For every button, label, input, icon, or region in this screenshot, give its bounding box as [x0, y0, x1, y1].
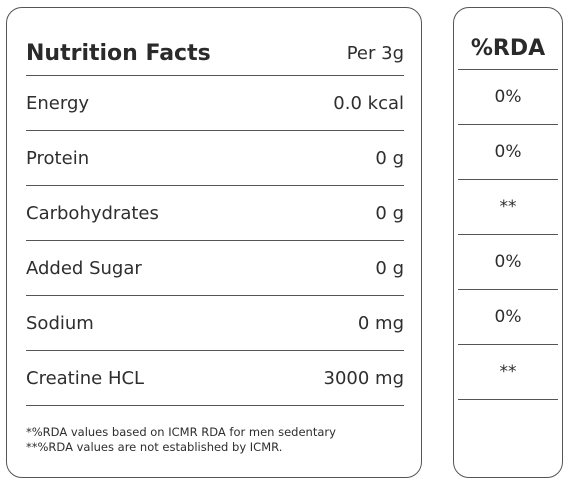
rda-title: %RDA — [458, 28, 558, 70]
rda-value-carbohydrates: ** — [458, 180, 558, 235]
nutrient-label: Carbohydrates — [26, 202, 159, 224]
nutrient-row-energy: Energy 0.0 kcal — [26, 76, 404, 131]
rda-value-creatine-hcl: ** — [458, 345, 558, 400]
nutrient-label: Protein — [26, 147, 90, 169]
nutrient-label: Energy — [26, 92, 90, 114]
nutrient-value: 0.0 kcal — [333, 92, 404, 114]
nutrient-value: 0 g — [375, 257, 404, 279]
nutrient-row-sodium: Sodium 0 mg — [26, 296, 404, 351]
nutrition-title: Nutrition Facts — [26, 41, 211, 66]
nutrition-facts-panel: Nutrition Facts Per 3g Energy 0.0 kcal P… — [6, 7, 422, 478]
nutrient-row-protein: Protein 0 g — [26, 131, 404, 186]
nutrient-value: 0 g — [375, 147, 404, 169]
footnote-rda-not-established: **%RDA values are not established by ICM… — [26, 440, 283, 454]
nutrient-row-creatine-hcl: Creatine HCL 3000 mg — [26, 351, 404, 406]
serving-size: Per 3g — [346, 43, 404, 64]
rda-value-energy: 0% — [458, 70, 558, 125]
rda-value-protein: 0% — [458, 125, 558, 180]
nutrition-header-row: Nutrition Facts Per 3g — [26, 32, 404, 76]
nutrient-label: Added Sugar — [26, 257, 142, 279]
rda-panel: %RDA 0% 0% ** 0% 0% ** — [453, 7, 563, 478]
footnotes: *%RDA values based on ICMR RDA for men s… — [26, 425, 406, 455]
nutrient-row-added-sugar: Added Sugar 0 g — [26, 241, 404, 296]
nutrient-label: Creatine HCL — [26, 367, 145, 389]
nutrient-label: Sodium — [26, 312, 94, 334]
nutrient-value: 0 mg — [357, 312, 404, 334]
rda-value-added-sugar: 0% — [458, 235, 558, 290]
footnote-rda-basis: *%RDA values based on ICMR RDA for men s… — [26, 425, 336, 439]
nutrient-value: 3000 mg — [323, 367, 405, 389]
nutrient-row-carbohydrates: Carbohydrates 0 g — [26, 186, 404, 241]
rda-value-sodium: 0% — [458, 290, 558, 345]
nutrient-value: 0 g — [375, 202, 404, 224]
